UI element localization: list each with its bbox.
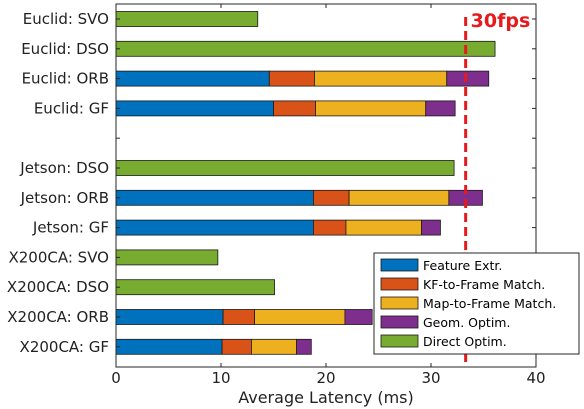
x-tick-label-10: 10 (211, 369, 230, 387)
bar-euclid-orb-geom-optim (446, 70, 490, 87)
y-axis: Euclid: SVO Euclid: DSO Euclid: ORB Euclid:… (7, 10, 536, 356)
bar-euclid-gf-kf-to-frame-match (273, 100, 316, 117)
bar-jetson-gf-geom-optim (421, 219, 441, 236)
x-tick-label-40: 40 (526, 369, 545, 387)
bar-euclid-gf-geom-optim (425, 100, 456, 117)
bar-jetson-gf-feature-extr (115, 219, 314, 236)
bar-jetson-orb-kf-to-frame-match (312, 189, 350, 206)
bar-x200ca-svo-direct-optim (115, 249, 219, 266)
y-tick-label-jetson-dso: Jetson: DSO (19, 159, 109, 177)
bar-x200ca-orb-kf-to-frame-match (222, 309, 256, 325)
bar-euclid-orb-feature-extr (115, 70, 270, 87)
x-tick-label-0: 0 (111, 369, 121, 387)
legend-label-map-to-frame-match: Map-to-Frame Match. (423, 296, 556, 311)
bar-x200ca-dso-direct-optim (115, 279, 275, 296)
legend-swatch-geom-optim (380, 315, 419, 329)
bar-euclid-orb-kf-to-frame-match (268, 70, 315, 87)
legend-swatch-kf-to-frame-match (380, 277, 419, 291)
legend-label-feature-extr: Feature Extr. (423, 258, 502, 273)
y-tick-label-x200ca-orb: X200CA: ORB (7, 308, 109, 326)
x-tick-label-20: 20 (316, 369, 335, 387)
bar-x200ca-gf-feature-extr (115, 338, 223, 355)
bar-x200ca-orb-geom-optim (344, 309, 373, 325)
y-tick-label-euclid-svo: Euclid: SVO (23, 10, 109, 28)
bar-x200ca-gf-geom-optim (296, 338, 312, 355)
legend-label-geom-optim: Geom. Optim. (423, 315, 510, 330)
bar-euclid-dso-direct-optim (115, 40, 496, 57)
reference-line-layer: 30fps (464, 10, 531, 367)
bar-euclid-svo-direct-optim (115, 11, 259, 27)
bar-x200ca-orb-feature-extr (115, 309, 224, 325)
legend-swatch-map-to-frame-match (380, 296, 419, 310)
bar-jetson-orb-feature-extr (115, 189, 314, 206)
bar-jetson-dso-direct-optim (115, 160, 455, 176)
x-axis: 0 10 20 30 40 (111, 4, 546, 387)
bar-jetson-gf-map-to-frame-match (345, 219, 422, 236)
x-axis-title: Average Latency (ms) (238, 388, 414, 407)
y-tick-label-euclid-dso: Euclid: DSO (21, 40, 109, 58)
legend-swatch-feature-extr (380, 258, 419, 272)
y-tick-label-euclid-gf: Euclid: GF (34, 99, 109, 117)
bar-euclid-gf-feature-extr (115, 100, 274, 117)
legend-label-kf-to-frame-match: KF-to-Frame Match. (423, 277, 545, 292)
bar-jetson-gf-kf-to-frame-match (312, 219, 347, 236)
y-tick-label-euclid-orb: Euclid: ORB (22, 70, 109, 88)
x-tick-label-30: 30 (421, 369, 440, 387)
y-tick-label-x200ca-svo: X200CA: SVO (8, 248, 109, 266)
bar-euclid-gf-map-to-frame-match (315, 100, 427, 117)
y-tick-label-x200ca-dso: X200CA: DSO (7, 278, 109, 296)
y-tick-label-jetson-gf: Jetson: GF (32, 219, 109, 237)
bar-x200ca-gf-map-to-frame-match (251, 338, 297, 355)
legend: Feature Extr. KF-to-Frame Match. Map-to-Fr… (373, 252, 580, 355)
bar-jetson-orb-map-to-frame-match (348, 189, 450, 206)
bars-layer (115, 11, 496, 355)
y-tick-label-x200ca-gf: X200CA: GF (20, 338, 109, 356)
y-tick-label-jetson-orb: Jetson: ORB (20, 189, 109, 207)
fps-reference-label: 30fps (471, 10, 531, 32)
legend-label-direct-optim: Direct Optim. (423, 334, 507, 349)
bar-x200ca-orb-map-to-frame-match (254, 309, 346, 325)
legend-swatch-direct-optim (380, 334, 419, 348)
bar-euclid-orb-map-to-frame-match (314, 70, 448, 87)
bar-x200ca-gf-kf-to-frame-match (221, 338, 252, 355)
